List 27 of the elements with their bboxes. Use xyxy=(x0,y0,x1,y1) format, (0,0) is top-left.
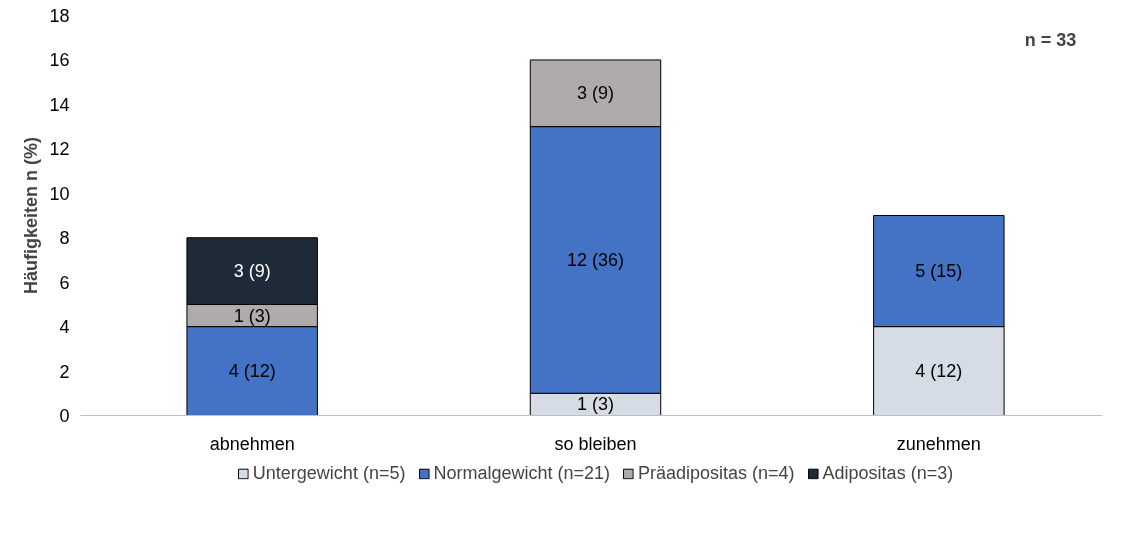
x-tick-label: abnehmen xyxy=(209,433,295,454)
y-axis-title: Häufigkeiten n (%) xyxy=(21,136,42,294)
y-tick-label: 8 xyxy=(59,228,70,249)
annotation: n = 33 xyxy=(1024,29,1077,50)
data-label: 1 (3) xyxy=(576,394,615,415)
y-tick-label: 16 xyxy=(49,50,70,71)
data-label: 3 (9) xyxy=(576,83,615,104)
y-tick-label: 6 xyxy=(59,272,70,293)
data-label: 3 (9) xyxy=(233,261,271,282)
x-tick-label: zunehmen xyxy=(896,433,981,454)
y-tick-label: 10 xyxy=(49,183,70,204)
legend-label: Präadipositas (n=4) xyxy=(637,462,795,484)
y-tick-label: 14 xyxy=(49,94,70,115)
y-tick-label: 4 xyxy=(59,317,70,338)
data-label: 1 (3) xyxy=(233,305,271,326)
legend-label: Adipositas (n=3) xyxy=(822,462,954,484)
y-tick-label: 12 xyxy=(49,139,70,160)
y-tick-label: 2 xyxy=(59,361,70,382)
y-tick-label: 0 xyxy=(59,406,70,426)
y-tick-label: 18 xyxy=(49,6,70,26)
data-label: 4 (12) xyxy=(915,361,963,382)
x-tick-label: so bleiben xyxy=(554,433,637,454)
data-label: 12 (36) xyxy=(566,249,625,270)
legend-label: Normalgewicht (n=21) xyxy=(433,462,610,484)
data-label: 5 (15) xyxy=(915,261,963,282)
data-label: 4 (12) xyxy=(228,361,276,382)
legend-label: Untergewicht (n=5) xyxy=(252,462,406,484)
